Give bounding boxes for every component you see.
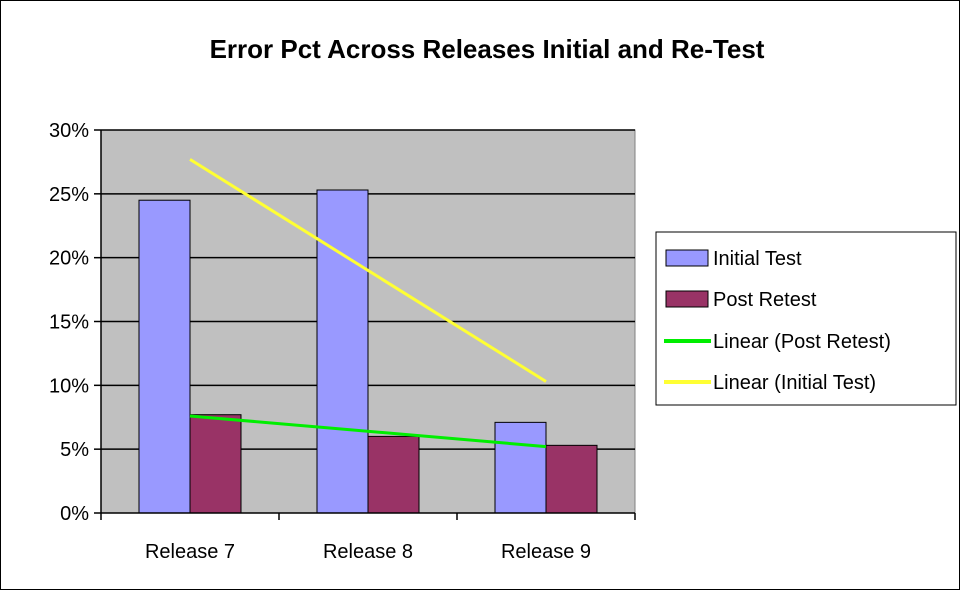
legend-swatch-post-retest (665, 290, 709, 308)
y-tick-labels: 0% 5% 10% 15% 20% 25% 30% (49, 120, 89, 525)
x-tick-label: Release 7 (145, 541, 235, 563)
chart-title: Error Pct Across Releases Initial and Re… (210, 34, 765, 64)
y-tick-label: 10% (49, 375, 89, 397)
y-tick-label: 20% (49, 248, 89, 270)
bar-post-retest-release-9 (545, 444, 598, 514)
y-tick-label: 25% (49, 184, 89, 206)
bar-post-retest-release-8 (367, 435, 420, 514)
bars (138, 189, 598, 514)
bar-initial-test-release-7 (138, 199, 191, 514)
legend: Initial Test Post Retest Linear (Post Re… (655, 231, 957, 406)
y-tick-label: 30% (49, 120, 89, 142)
legend-label-initial-test: Initial Test (713, 248, 802, 270)
trendline-linear-initial-test (189, 158, 547, 383)
bar-post-retest-release-7 (189, 414, 242, 514)
bar-initial-test-release-8 (316, 189, 369, 514)
legend-label-post-retest: Post Retest (713, 289, 817, 311)
legend-label-linear-post-retest: Linear (Post Retest) (713, 331, 891, 353)
trendline-linear-post-retest (189, 414, 547, 449)
legend-label-linear-initial-test: Linear (Initial Test) (713, 372, 876, 394)
x-tick-label: Release 8 (323, 541, 413, 563)
axes (94, 129, 636, 520)
y-tick-label: 0% (60, 503, 89, 525)
y-tick-label: 15% (49, 312, 89, 334)
x-tick-labels: Release 7 Release 8 Release 9 (145, 541, 591, 563)
trendlines (189, 158, 547, 449)
x-tick-label: Release 9 (501, 541, 591, 563)
legend-swatch-initial-test (665, 249, 709, 267)
y-tick-label: 5% (60, 439, 89, 461)
bar-initial-test-release-9 (494, 421, 547, 514)
